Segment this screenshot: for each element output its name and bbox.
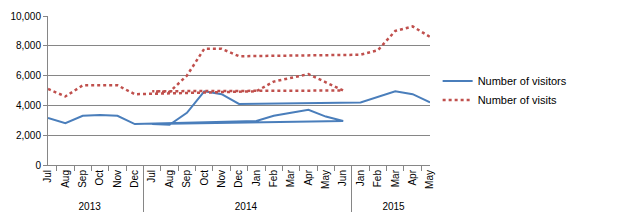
svg-text:Jan: Jan — [355, 170, 366, 186]
svg-text:Jun: Jun — [337, 170, 348, 186]
svg-text:2015: 2015 — [382, 201, 405, 212]
svg-text:0: 0 — [35, 160, 41, 171]
svg-text:Feb: Feb — [268, 170, 279, 188]
svg-text:Number of visits: Number of visits — [478, 94, 557, 106]
svg-text:Aug: Aug — [60, 170, 71, 188]
svg-text:Jan: Jan — [251, 170, 262, 186]
svg-text:Mar: Mar — [390, 169, 401, 187]
svg-text:6,000: 6,000 — [16, 70, 41, 81]
svg-text:Dec: Dec — [129, 170, 140, 188]
svg-text:10,000: 10,000 — [10, 11, 41, 22]
svg-text:Mar: Mar — [285, 169, 296, 187]
svg-text:Nov: Nov — [112, 170, 123, 188]
svg-text:Number of visitors: Number of visitors — [478, 75, 567, 87]
svg-text:2,000: 2,000 — [16, 130, 41, 141]
svg-text:Aug: Aug — [164, 170, 175, 188]
svg-text:Jul: Jul — [146, 170, 157, 183]
svg-text:Sep: Sep — [181, 170, 192, 188]
svg-text:8,000: 8,000 — [16, 40, 41, 51]
svg-text:4,000: 4,000 — [16, 100, 41, 111]
svg-text:Oct: Oct — [199, 170, 210, 186]
svg-text:Apr: Apr — [303, 169, 314, 185]
svg-text:Apr: Apr — [407, 169, 418, 185]
svg-text:Sep: Sep — [77, 170, 88, 188]
svg-text:May: May — [424, 170, 435, 189]
svg-text:2014: 2014 — [235, 201, 258, 212]
svg-text:2013: 2013 — [79, 201, 102, 212]
svg-text:May: May — [320, 170, 331, 189]
svg-text:Oct: Oct — [94, 170, 105, 186]
svg-text:Dec: Dec — [233, 170, 244, 188]
svg-text:Feb: Feb — [372, 170, 383, 188]
svg-text:Jul: Jul — [42, 170, 53, 183]
svg-text:Nov: Nov — [216, 170, 227, 188]
